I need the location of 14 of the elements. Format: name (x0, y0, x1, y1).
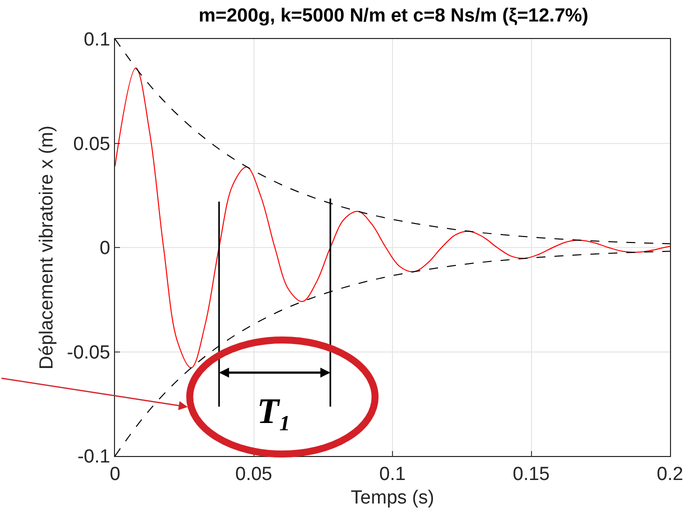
y-tick-label: -0.1 (77, 446, 110, 468)
y-axis-title: Déplacement vibratoire x (m) (36, 126, 58, 370)
y-tick-label: 0 (100, 238, 110, 260)
y-tick-label: -0.05 (66, 342, 110, 364)
chart-title: m=200g, k=5000 N/m et c=8 Ns/m (ξ=12.7%) (198, 5, 588, 26)
x-tick-label: 0.05 (235, 464, 272, 485)
x-tick-label: 0.1 (379, 464, 406, 485)
x-tick-label: 0.2 (656, 464, 684, 485)
x-axis-title: Temps (s) (350, 488, 434, 509)
annotation: T₁ (257, 391, 292, 431)
y-tick-label: 0.1 (84, 30, 110, 51)
y-tick-label: 0.05 (73, 134, 110, 155)
x-tick-label: 0.15 (512, 464, 550, 485)
line-series (115, 67, 670, 368)
